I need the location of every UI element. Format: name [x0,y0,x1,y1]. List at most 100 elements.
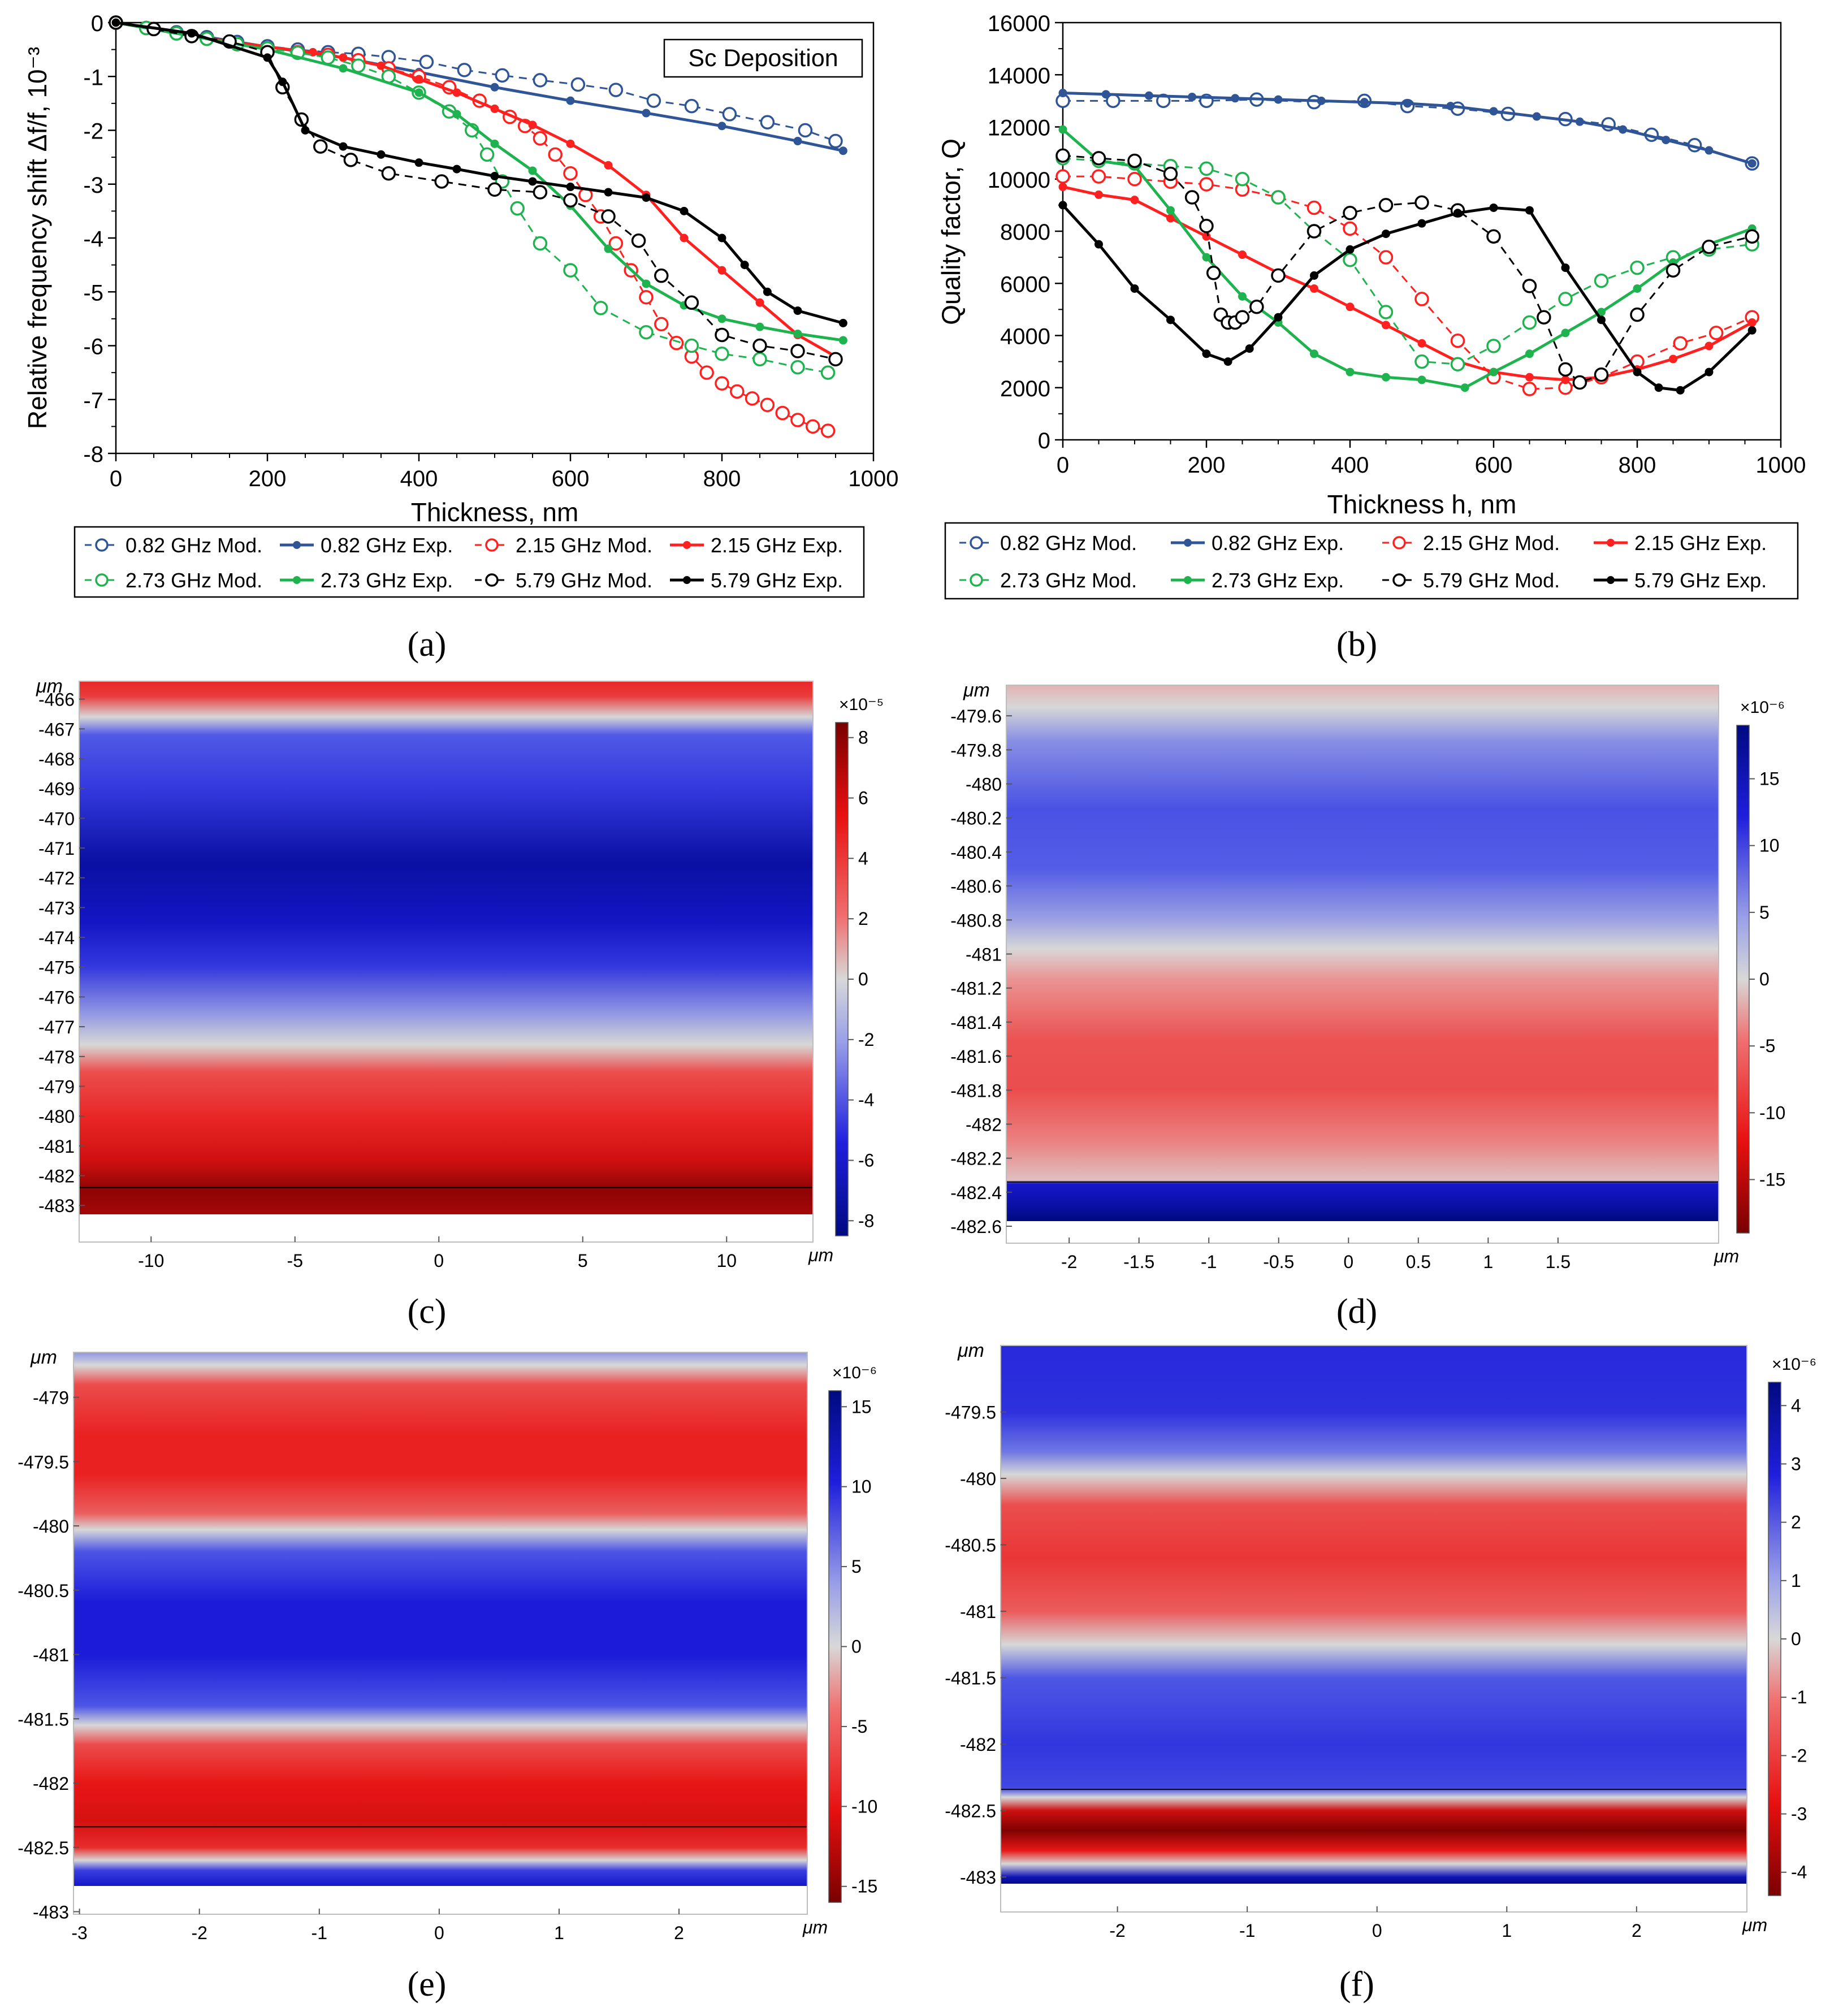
annotation-label: Sc Deposition [688,45,838,72]
data-point [1417,375,1426,384]
colorbar-tick-label: 5 [851,1556,862,1577]
data-point [838,318,847,327]
y-tick-label: -482 [38,1166,75,1187]
legend-marker [293,576,301,584]
data-point [313,139,328,154]
data-point [1446,102,1455,111]
data-point [1238,292,1247,301]
data-point [1378,250,1394,265]
data-point [490,171,499,180]
y-unit-label: μm [30,1347,57,1368]
y-tick-label: -480.4 [950,842,1002,863]
x-unit-label: μm [802,1917,828,1937]
data-point [680,206,689,215]
data-point [669,335,684,351]
data-point [1130,284,1139,293]
data-point [1537,310,1551,325]
y-tick-label: -480.8 [950,910,1002,931]
legend-label: 2.15 GHz Mod. [1423,531,1560,555]
data-point [680,233,689,243]
data-point [1594,273,1609,288]
data-point [1453,209,1462,218]
data-point [1450,357,1465,371]
series-5-79-ghz-exp- [111,18,847,327]
series-5-79-ghz-exp- [1058,201,1757,395]
legend-b [944,522,1799,600]
x-tick-label: 0 [1372,1920,1382,1941]
legend-marker [683,541,691,549]
y-tick-label: -482.6 [950,1217,1002,1237]
data-point [760,115,775,129]
y-tick-label: 6000 [1000,272,1050,297]
colorbar-tick-label: 0 [858,969,868,989]
data-point [1343,205,1357,220]
x-tick-label: 600 [552,466,590,491]
data-point [1166,206,1175,215]
colorbar-tick-label: 6 [858,788,868,808]
data-point [608,236,624,251]
data-point [1561,263,1570,272]
data-point [301,126,310,135]
data-point [377,61,386,70]
data-point [1745,229,1759,244]
data-point [838,336,847,345]
y-tick-label: -8 [83,442,103,467]
data-point [1101,90,1110,99]
legend-marker [485,573,499,587]
data-point [1235,310,1250,325]
data-point [548,147,563,162]
legend-label: 0.82 GHz Exp. [1212,531,1344,555]
x-tick-label: 200 [249,466,287,491]
data-point [730,384,745,399]
caption-a: (a) [408,625,447,664]
data-point [566,183,575,192]
legend-label: 0.82 GHz Mod. [126,534,262,557]
data-point [1382,321,1390,330]
y-tick-label: -479.6 [950,706,1002,726]
colorbar-tick-label: 0 [1791,1629,1801,1649]
data-point [1127,153,1142,168]
series-line [115,21,844,325]
y-tick-label: -6 [83,335,103,360]
y-tick-label: -7 [83,388,103,413]
x-unit-label: μm [1742,1915,1767,1935]
data-point [187,29,196,38]
x-tick-label: -5 [287,1251,303,1271]
x-unit-label: μm [808,1245,833,1265]
y-unit-label: μm [36,676,63,697]
data-point [1346,367,1355,377]
data-point [533,236,548,251]
legend-entry: 5.79 GHz Exp. [670,569,843,592]
legend-entry: 0.82 GHz Mod. [959,531,1137,555]
y-tick-label: -482.2 [950,1149,1002,1169]
x-tick-label: 800 [1619,453,1656,478]
data-point [1343,252,1357,267]
caption-b: (b) [1336,625,1377,664]
axes-frame [1000,1345,1747,1913]
heatmap-field [73,1352,807,1886]
y-tick-label: -3 [83,173,103,198]
x-unit-label: μm [1714,1246,1739,1266]
heatmap-c: -466-467-468-469-470-471-472-473-474-475… [36,676,884,1271]
data-point [763,287,772,296]
legend-label: 2.15 GHz Exp. [1634,531,1767,555]
data-point [1630,260,1645,275]
legend-entry: 5.79 GHz Mod. [1382,569,1560,592]
colorbar-tick-label: 0 [1759,969,1770,989]
series-0-82-ghz-exp- [1058,89,1757,168]
heatmap-field [1001,1346,1747,1884]
y-tick-label: -482 [960,1734,996,1755]
legend-entry: 5.79 GHz Exp. [1594,569,1767,592]
y-tick-label: -480.5 [945,1535,996,1556]
colorbar [1768,1382,1781,1896]
legend-marker [1392,573,1406,587]
colorbar-tick-label: 4 [858,848,868,868]
y-tick-label: -483 [38,1196,75,1216]
x-tick-label: -2 [1109,1920,1125,1941]
data-point [1058,201,1067,210]
legend-marker [970,573,983,587]
data-point [563,193,578,208]
x-tick-label: 0.5 [1406,1252,1431,1272]
x-tick-label: -2 [191,1923,207,1943]
data-point [1274,95,1283,104]
